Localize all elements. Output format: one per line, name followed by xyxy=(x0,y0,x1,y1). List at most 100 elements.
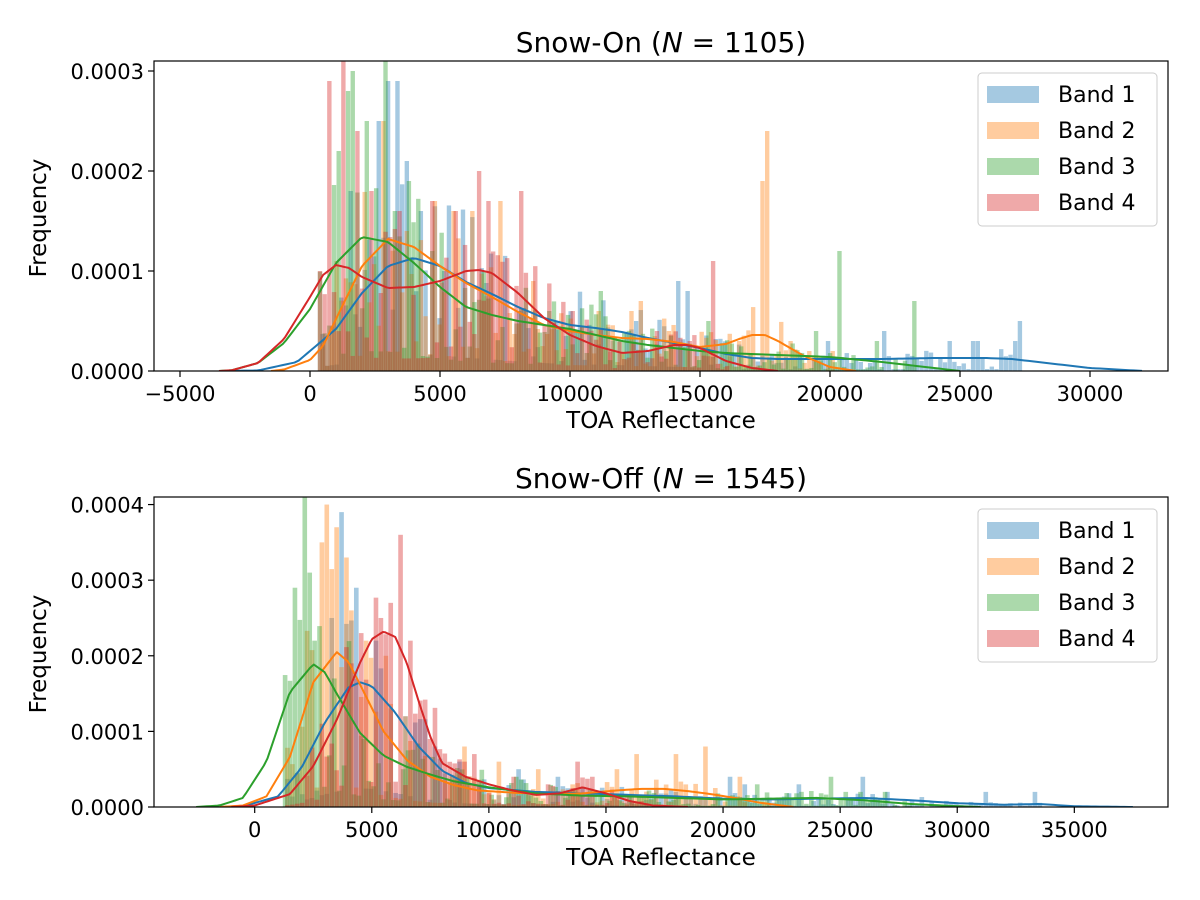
histogram-bar xyxy=(465,357,470,371)
histogram-bar xyxy=(602,805,608,807)
x-tick-label: 5000 xyxy=(413,382,466,406)
histogram-bar xyxy=(579,325,585,371)
histogram-bar xyxy=(894,805,900,807)
histogram-bar xyxy=(386,782,391,807)
histogram-bar xyxy=(363,679,369,807)
legend-label-band-1: Band 1 xyxy=(1058,83,1135,108)
histogram-bar xyxy=(863,797,868,807)
histogram-bar xyxy=(304,630,310,807)
histogram-bar xyxy=(556,329,561,371)
histogram-bar xyxy=(880,803,885,807)
histogram-bar xyxy=(561,301,566,371)
histogram-bar xyxy=(584,353,589,371)
histogram-bar xyxy=(593,339,599,371)
histogram-bar xyxy=(535,347,541,371)
histogram-bar xyxy=(373,640,379,807)
histogram-bar xyxy=(879,367,884,371)
histogram-bar xyxy=(516,769,521,807)
histogram-bar xyxy=(676,366,681,371)
histogram-bar xyxy=(346,641,352,807)
histogram-bar xyxy=(912,301,917,371)
histogram-bar xyxy=(694,356,700,371)
histogram-bar xyxy=(910,355,915,371)
histogram-bar xyxy=(334,770,339,807)
histogram-bar xyxy=(324,504,330,807)
histogram-bar xyxy=(565,799,571,807)
histogram-bar xyxy=(364,337,369,371)
histogram-bar xyxy=(590,804,595,807)
histogram-bar xyxy=(865,367,870,371)
histogram-bar xyxy=(845,798,851,807)
histogram-bar xyxy=(418,240,424,371)
kde-line-band-2 xyxy=(270,238,857,371)
histogram-bar xyxy=(451,356,456,371)
histogram-bar xyxy=(658,793,664,807)
histogram-bar xyxy=(575,332,580,371)
histogram-bar xyxy=(516,323,522,371)
histogram-bar xyxy=(341,765,347,807)
histogram-bar xyxy=(573,330,578,371)
histogram-bar xyxy=(633,321,639,371)
histogram-bar xyxy=(498,201,503,371)
histogram-bar xyxy=(388,703,394,807)
histogram-bar xyxy=(736,344,742,371)
histogram-bar xyxy=(794,793,799,807)
histogram-bar xyxy=(511,804,516,807)
histogram-bar xyxy=(816,357,821,371)
histogram-bar xyxy=(526,801,531,807)
histogram-bar xyxy=(413,722,418,807)
histogram-bar xyxy=(980,358,985,371)
histogram-bar xyxy=(502,255,508,371)
histogram-bar xyxy=(952,361,957,371)
histogram-bar xyxy=(629,801,635,807)
histogram-bar xyxy=(402,358,407,371)
histogram-bar xyxy=(607,351,613,371)
histogram-bar xyxy=(285,805,290,807)
histogram-bar xyxy=(425,357,430,371)
histogram-bar xyxy=(359,288,365,371)
histogram-bar xyxy=(523,783,529,807)
histogram-bar xyxy=(491,800,497,807)
histogram-bar xyxy=(467,776,472,807)
histogram-bar xyxy=(609,789,615,807)
histogram-bar xyxy=(685,291,690,371)
histogram-bar xyxy=(460,209,466,371)
histogram-bar xyxy=(373,597,379,807)
histogram-bar xyxy=(645,357,650,371)
histogram-bar xyxy=(741,368,746,371)
histogram-bar xyxy=(575,800,580,807)
histogram-bar xyxy=(559,361,564,371)
kde-line-band-4 xyxy=(218,264,779,371)
histogram-bar xyxy=(634,754,639,807)
histogram-bar xyxy=(811,355,817,371)
histogram-bar xyxy=(422,755,428,807)
histogram-bar xyxy=(409,273,414,371)
histogram-bar xyxy=(769,360,775,371)
histogram-bar xyxy=(399,184,405,371)
histogram-bar xyxy=(327,755,332,807)
histogram-bar xyxy=(500,326,505,371)
histogram-bar xyxy=(540,362,545,371)
histogram-bar xyxy=(695,804,701,807)
histogram-bar xyxy=(788,369,793,371)
histogram-bar xyxy=(1008,354,1013,371)
histogram-bar xyxy=(624,796,630,807)
kde-line-band-3 xyxy=(218,236,961,371)
histogram-bar xyxy=(722,805,728,807)
histogram-bar xyxy=(973,803,979,807)
histogram-bar xyxy=(496,761,502,807)
histogram-bar xyxy=(405,750,411,807)
histogram-bar xyxy=(343,278,349,371)
histogram-bar xyxy=(314,799,320,807)
histogram-bar xyxy=(802,369,807,371)
histogram-bar xyxy=(317,626,322,807)
histogram-bar xyxy=(383,231,388,371)
histogram-bar xyxy=(615,362,620,371)
histogram-bar xyxy=(688,796,694,807)
histogram-bar xyxy=(368,788,374,807)
histogram-bar xyxy=(558,805,563,807)
histogram-bar xyxy=(947,341,952,371)
histogram-bar xyxy=(294,773,300,807)
histogram-bar xyxy=(856,369,861,371)
histogram-bar xyxy=(687,341,692,371)
